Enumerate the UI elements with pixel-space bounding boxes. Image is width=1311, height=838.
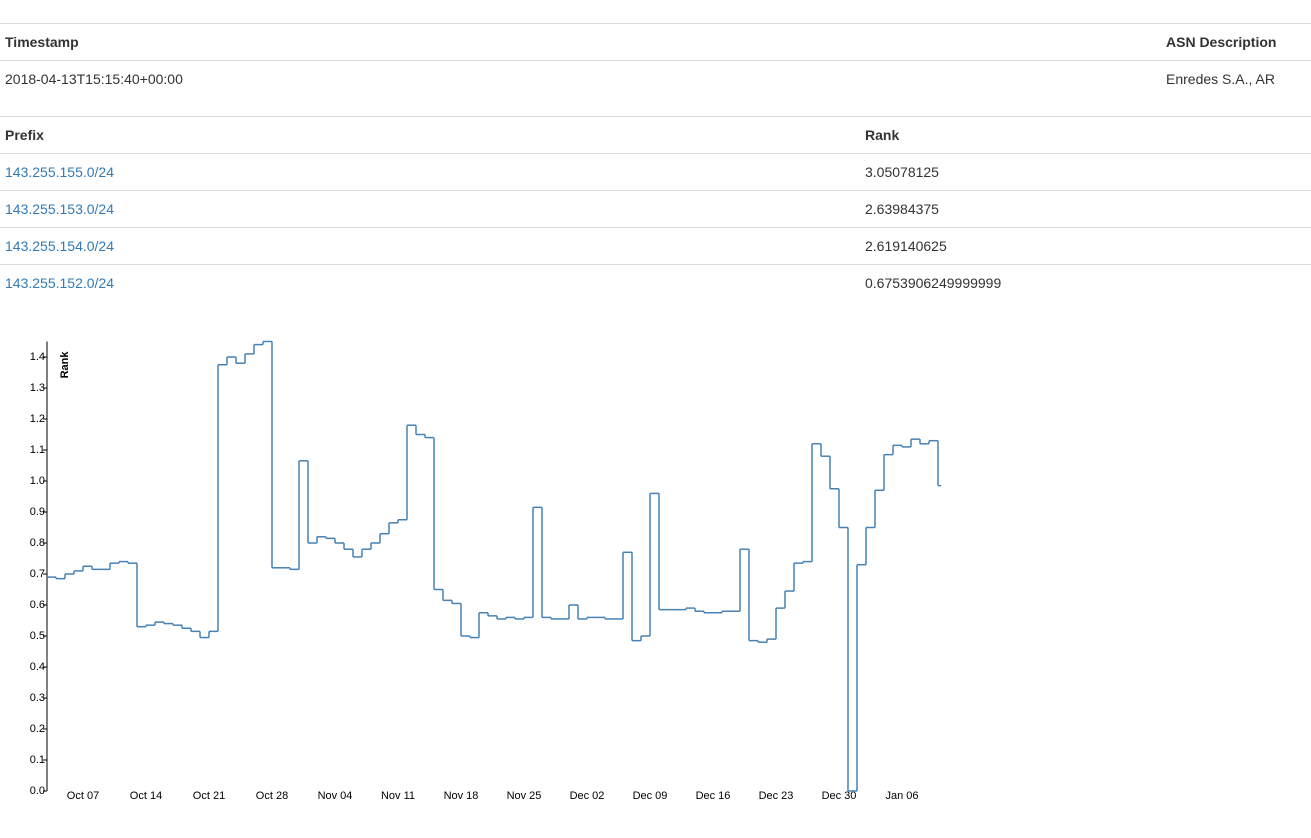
y-tick-label: 0.0 [30, 785, 45, 797]
rank-chart: 0.0 0.1 0.2 0.3 0.4 0.5 0.6 0.7 0.8 0.9 1.0 1.1 1.2 1… [30, 340, 941, 802]
y-tick-label: 0.5 [30, 630, 45, 642]
x-tick-label: Dec 16 [696, 790, 731, 802]
x-tick-label: Nov 18 [444, 790, 479, 802]
table-cell: Enredes S.A., AR [1161, 60, 1311, 97]
y-tick-label: 1.0 [30, 475, 45, 487]
table-row: 2018-04-13T15:15:40+00:00 Enredes S.A., A… [0, 60, 1311, 97]
table-row: 143.255.152.0/24 0.6753906249999999 [0, 264, 1311, 301]
y-axis-label: Rank [59, 351, 71, 379]
x-tick-label: Nov 11 [381, 790, 415, 802]
prefix-link[interactable]: 143.255.155.0/24 [5, 164, 114, 180]
y-tick-label: 0.8 [30, 537, 45, 549]
prefix-link[interactable]: 143.255.153.0/24 [5, 201, 114, 217]
x-tick-label: Nov 04 [318, 790, 353, 802]
table-row: 143.255.155.0/24 3.05078125 [0, 153, 1311, 191]
y-tick-label: 0.7 [30, 568, 45, 580]
header-row: Timestamp ASN Description [0, 23, 1311, 61]
y-tick-label: 1.1 [30, 444, 45, 456]
prefix-cell: 143.255.154.0/24 [0, 227, 860, 265]
x-tick-label: Oct 28 [256, 790, 288, 802]
y-tick-label: 1.4 [30, 351, 45, 363]
table-row: 143.255.154.0/24 2.619140625 [0, 227, 1311, 265]
y-tick-label: 0.4 [30, 661, 45, 673]
y-tick-label: 0.2 [30, 723, 45, 735]
table-cell: 2.63984375 [860, 190, 1311, 228]
x-tick-label: Nov 25 [507, 790, 542, 802]
column-header: Rank [860, 116, 1311, 154]
x-tick-label: Oct 21 [193, 790, 225, 802]
y-tick-label: 1.3 [30, 382, 45, 394]
x-tick-label: Dec 30 [822, 790, 857, 802]
prefix-cell: 143.255.153.0/24 [0, 190, 860, 228]
x-tick-label: Jan 06 [885, 790, 918, 802]
asn-table: Timestamp ASN Description 2018-04-13T15:15… [0, 23, 1311, 97]
x-tick-label: Dec 09 [633, 790, 668, 802]
prefix-link[interactable]: 143.255.152.0/24 [5, 275, 114, 291]
page: Timestamp ASN Description 2018-04-13T15:15… [0, 23, 1311, 838]
column-header: Timestamp [0, 23, 1161, 61]
y-tick-label: 1.2 [30, 413, 45, 425]
x-tick-label: Dec 23 [759, 790, 794, 802]
column-header: ASN Description [1161, 23, 1311, 61]
y-tick-label: 0.1 [30, 754, 45, 766]
y-tick-label: 0.9 [30, 506, 45, 518]
y-tick-label: 0.6 [30, 599, 45, 611]
table-cell: 2018-04-13T15:15:40+00:00 [0, 60, 1161, 97]
prefix-link[interactable]: 143.255.154.0/24 [5, 238, 114, 254]
x-tick-label: Oct 14 [130, 790, 162, 802]
x-tick-label: Dec 02 [570, 790, 605, 802]
column-header: Prefix [0, 116, 860, 154]
table-cell: 3.05078125 [860, 153, 1311, 191]
table-row: 143.255.153.0/24 2.63984375 [0, 190, 1311, 228]
prefix-table: Prefix Rank 143.255.155.0/24 3.05078125 143.… [0, 116, 1311, 301]
prefix-cell: 143.255.152.0/24 [0, 264, 860, 301]
table-cell: 2.619140625 [860, 227, 1311, 265]
y-tick-label: 0.3 [30, 692, 45, 704]
header-row: Prefix Rank [0, 116, 1311, 154]
x-tick-label: Oct 07 [67, 790, 99, 802]
step-connector [55, 341, 939, 791]
table-cell: 0.6753906249999999 [860, 264, 1311, 301]
prefix-cell: 143.255.155.0/24 [0, 153, 860, 191]
